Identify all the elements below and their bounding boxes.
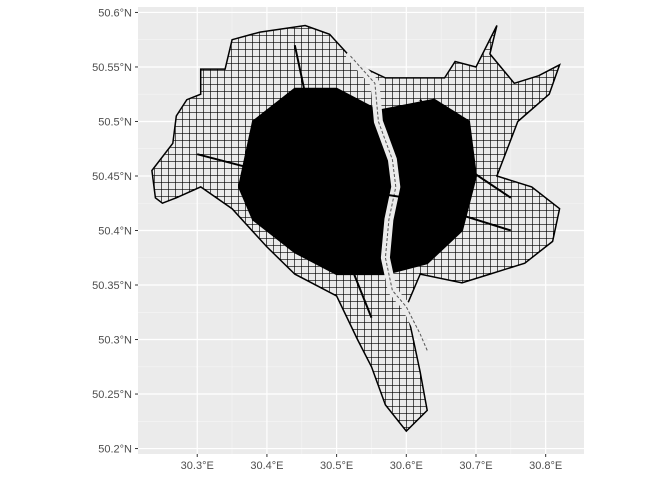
y-axis: 50.2°N 50.25°N 50.3°N 50.35°N 50.4°N 50.45°N 5… bbox=[92, 7, 138, 456]
x-tick-label: 30.7°E bbox=[459, 460, 492, 472]
y-tick-label: 50.45°N bbox=[92, 171, 132, 183]
y-tick-label: 50.35°N bbox=[92, 280, 132, 292]
x-tick-label: 30.3°E bbox=[181, 460, 214, 472]
rail-line bbox=[419, 99, 512, 199]
x-tick-label: 30.4°E bbox=[250, 460, 283, 472]
y-tick-label: 50.6°N bbox=[98, 7, 132, 19]
y-tick-label: 50.25°N bbox=[92, 389, 132, 401]
x-tick-label: 30.5°E bbox=[320, 460, 353, 472]
x-axis: 30.3°E 30.4°E 30.5°E 30.6°E 30.7°E 30.8°E bbox=[181, 454, 562, 472]
rail-line bbox=[293, 44, 373, 319]
x-tick-label: 30.8°E bbox=[529, 460, 562, 472]
rail-line bbox=[196, 153, 512, 232]
x-tick-label: 30.6°E bbox=[390, 460, 423, 472]
y-tick-label: 50.3°N bbox=[98, 335, 132, 347]
dnipro-river-banks bbox=[350, 55, 428, 351]
rail-lines bbox=[196, 44, 512, 319]
y-tick-label: 50.4°N bbox=[98, 226, 132, 238]
y-tick-label: 50.5°N bbox=[98, 116, 132, 128]
dense-urban-core bbox=[237, 87, 478, 276]
y-tick-label: 50.55°N bbox=[92, 62, 132, 74]
y-tick-label: 50.2°N bbox=[98, 444, 132, 456]
